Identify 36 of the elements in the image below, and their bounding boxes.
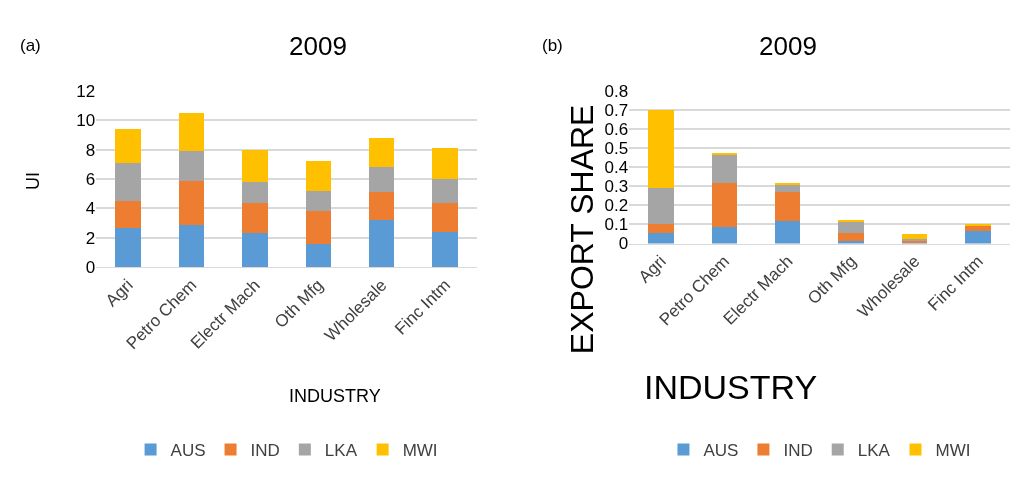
y-tick-label: 8	[85, 140, 96, 160]
legend-label: IND	[250, 441, 280, 461]
y-tick-label: 0.2	[604, 196, 629, 216]
y-tick-label: 0.6	[604, 119, 629, 139]
legend-label: IND	[783, 441, 813, 461]
x-tick-label: Oth Mfg	[270, 275, 328, 332]
chart-title: 2009	[759, 31, 817, 61]
legend-label: MWI	[402, 441, 438, 461]
x-tick-label: Finc Intm	[391, 275, 455, 339]
legend-label: MWI	[935, 441, 971, 461]
y-tick-label: 6	[85, 170, 96, 190]
chart-title: 2009	[289, 31, 347, 61]
x-tick-label: Oth Mfg	[803, 251, 861, 308]
y-tick-label: 0.3	[604, 177, 629, 197]
y-tick-label: 0.7	[604, 100, 629, 120]
y-tick-label: 0	[85, 258, 96, 278]
x-axis-title: INDUSTRY	[644, 368, 818, 406]
text: (a)	[20, 36, 41, 55]
y-tick-label: 0	[618, 234, 629, 254]
y-tick-label: 4	[85, 199, 96, 219]
y-tick-label: 0.8	[604, 81, 629, 101]
legend-label: LKA	[857, 441, 891, 461]
y-tick-label: 0.4	[604, 158, 629, 178]
y-axis-title: EXPORT SHARE	[563, 104, 600, 355]
y-tick-label: 12	[76, 81, 96, 101]
legend-label: LKA	[324, 441, 358, 461]
legend-label: AUS	[703, 441, 739, 461]
y-tick-label: 0.5	[604, 139, 629, 159]
x-axis-title: INDUSTRY	[289, 386, 381, 406]
x-tick-label: Finc Intm	[924, 251, 987, 315]
y-tick-label: 10	[76, 111, 96, 131]
y-axis-title: UI	[22, 171, 43, 190]
legend-label: AUS	[170, 441, 206, 461]
text: (b)	[542, 36, 563, 55]
y-tick-label: 2	[85, 228, 96, 248]
y-tick-label: 0.1	[604, 215, 629, 235]
